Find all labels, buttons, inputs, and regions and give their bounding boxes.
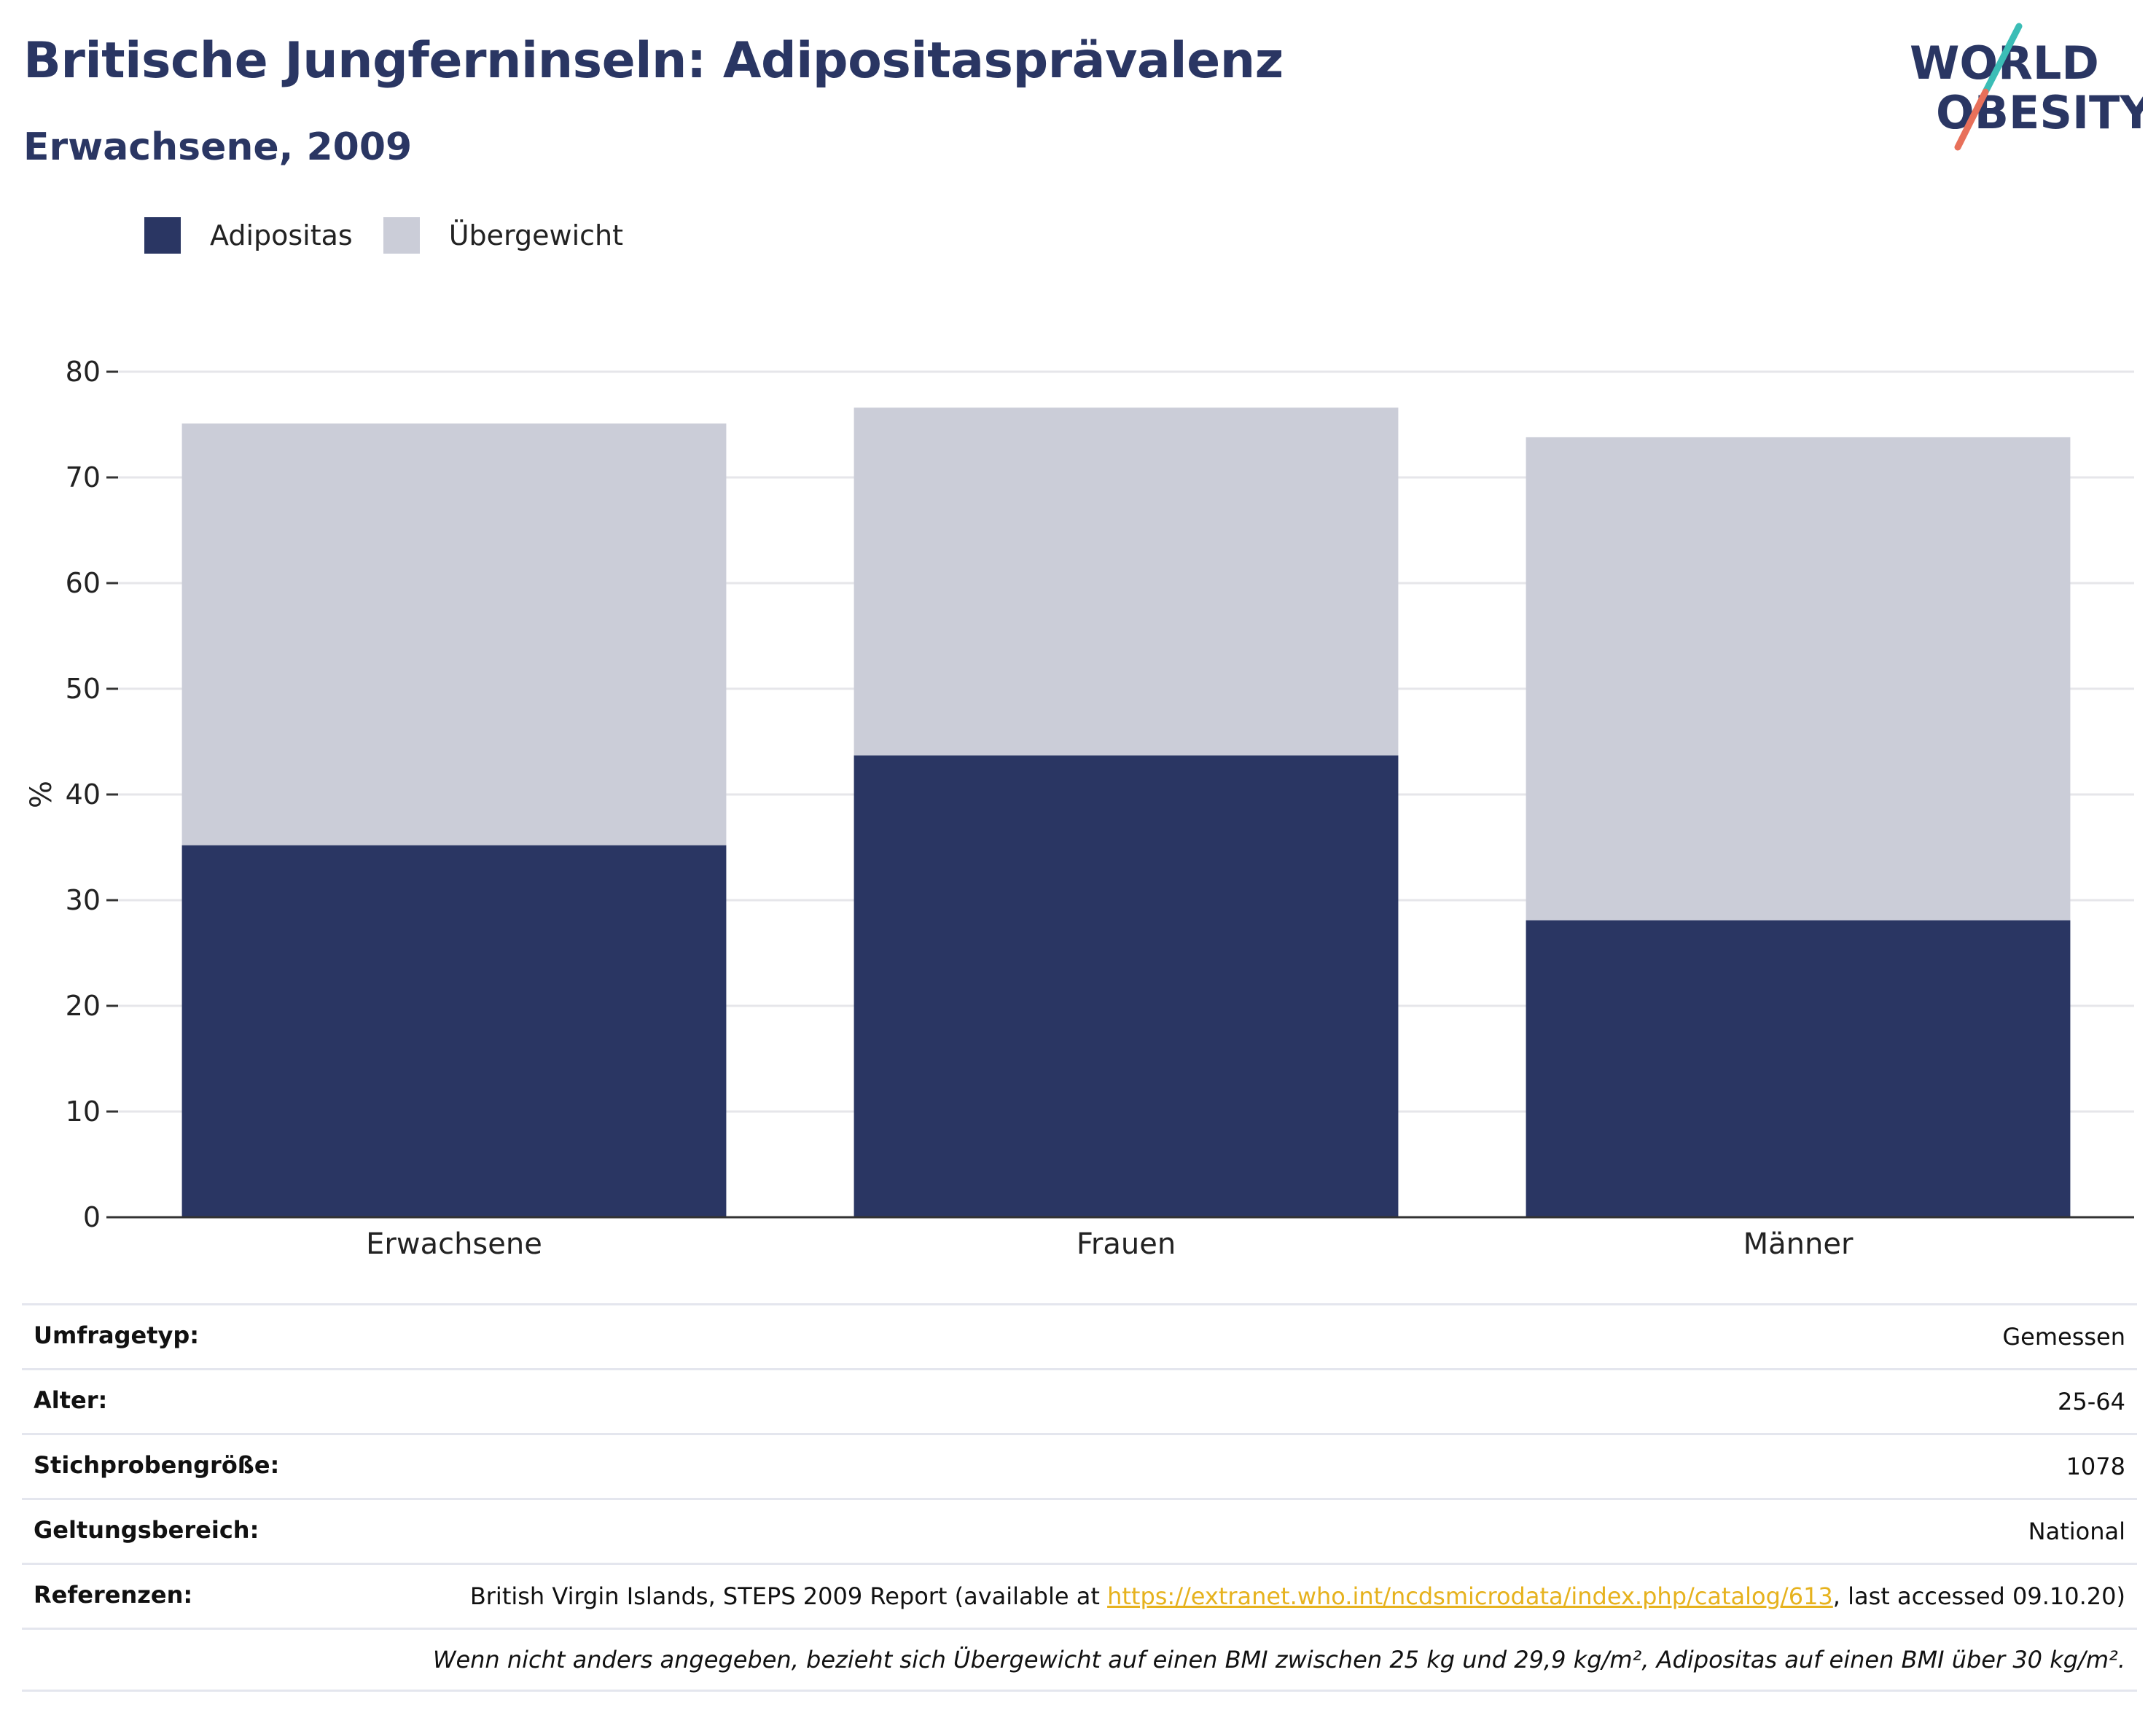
bar-obesity-2 <box>1526 920 2071 1217</box>
metadata-table: Umfragetyp: Gemessen Alter: 25-64 Stichp… <box>22 1303 2137 1692</box>
meta-row-references: Referenzen: British Virgin Islands, STEP… <box>22 1563 2137 1628</box>
meta-key-references: Referenzen: <box>34 1581 193 1609</box>
legend-swatch-overweight <box>383 217 420 254</box>
stacked-bar-chart: 0 10 20 30 40 50 60 70 80% Erwachsene Frauen Männer <box>25 356 2134 1261</box>
chart-subtitle: Erwachsene, 2009 <box>23 125 413 169</box>
legend-label-obesity: Adipositas <box>210 219 353 251</box>
x-tick-label-1: Frauen <box>1077 1227 1176 1261</box>
reference-suffix: , last accessed 09.10.20) <box>1832 1582 2125 1610</box>
meta-row-age: Alter: 25-64 <box>22 1368 2137 1433</box>
meta-value-sample-size: 1078 <box>2066 1453 2125 1480</box>
logo-line2: OBESITY <box>1936 86 2143 139</box>
y-tick-label-0: 0 <box>83 1201 101 1233</box>
meta-value-references: British Virgin Islands, STEPS 2009 Repor… <box>470 1581 2125 1612</box>
y-tick-label-40: 40 <box>66 778 101 811</box>
legend-item-overweight: Übergewicht <box>383 217 623 254</box>
chart-title: Britische Jungferninseln: Adipositaspräv… <box>23 32 1284 90</box>
legend-swatch-obesity <box>144 217 181 254</box>
meta-row-survey-type: Umfragetyp: Gemessen <box>22 1303 2137 1368</box>
meta-row-note: Wenn nicht anders angegeben, bezieht sic… <box>22 1628 2137 1692</box>
meta-key-sample-size: Stichprobengröße: <box>34 1451 280 1479</box>
y-tick-label-70: 70 <box>66 461 101 493</box>
legend-label-overweight: Übergewicht <box>448 219 623 251</box>
x-tick-label-2: Männer <box>1743 1227 1854 1261</box>
y-tick-label-80: 80 <box>66 356 101 388</box>
y-tick-label-20: 20 <box>66 990 101 1022</box>
y-tick-label-30: 30 <box>66 884 101 916</box>
y-tick-label-60: 60 <box>66 567 101 599</box>
definition-note: Wenn nicht anders angegeben, bezieht sic… <box>432 1646 2125 1674</box>
logo-line1: WORLD <box>1910 36 2099 90</box>
x-tick-label-0: Erwachsene <box>366 1227 542 1261</box>
logo-slash-bottom <box>1954 88 1989 151</box>
bar-overweight-1 <box>854 407 1399 756</box>
meta-value-scope: National <box>2028 1518 2125 1545</box>
reference-link[interactable]: https://extranet.who.int/ncdsmicrodata/i… <box>1107 1582 1833 1610</box>
y-axis-label: % <box>25 781 58 808</box>
meta-key-age: Alter: <box>34 1386 108 1414</box>
bar-obesity-1 <box>854 755 1399 1217</box>
logo-slash-top <box>1982 23 2023 95</box>
meta-row-scope: Geltungsbereich: National <box>22 1498 2137 1563</box>
meta-value-age: 25-64 <box>2058 1388 2125 1415</box>
legend-item-obesity: Adipositas <box>144 217 353 254</box>
y-tick-label-50: 50 <box>66 673 101 705</box>
bar-obesity-0 <box>181 845 727 1217</box>
chart-legend: Adipositas Übergewicht <box>144 216 654 255</box>
bar-overweight-0 <box>181 423 727 845</box>
bar-overweight-2 <box>1526 437 2071 921</box>
meta-row-sample-size: Stichprobengröße: 1078 <box>22 1433 2137 1498</box>
meta-key-survey-type: Umfragetyp: <box>34 1321 200 1349</box>
meta-value-survey-type: Gemessen <box>2002 1323 2125 1351</box>
y-tick-label-10: 10 <box>66 1096 101 1128</box>
meta-key-scope: Geltungsbereich: <box>34 1516 259 1544</box>
reference-prefix: British Virgin Islands, STEPS 2009 Repor… <box>469 1582 1108 1610</box>
world-obesity-logo: WORLD OBESITY <box>1910 23 2143 151</box>
